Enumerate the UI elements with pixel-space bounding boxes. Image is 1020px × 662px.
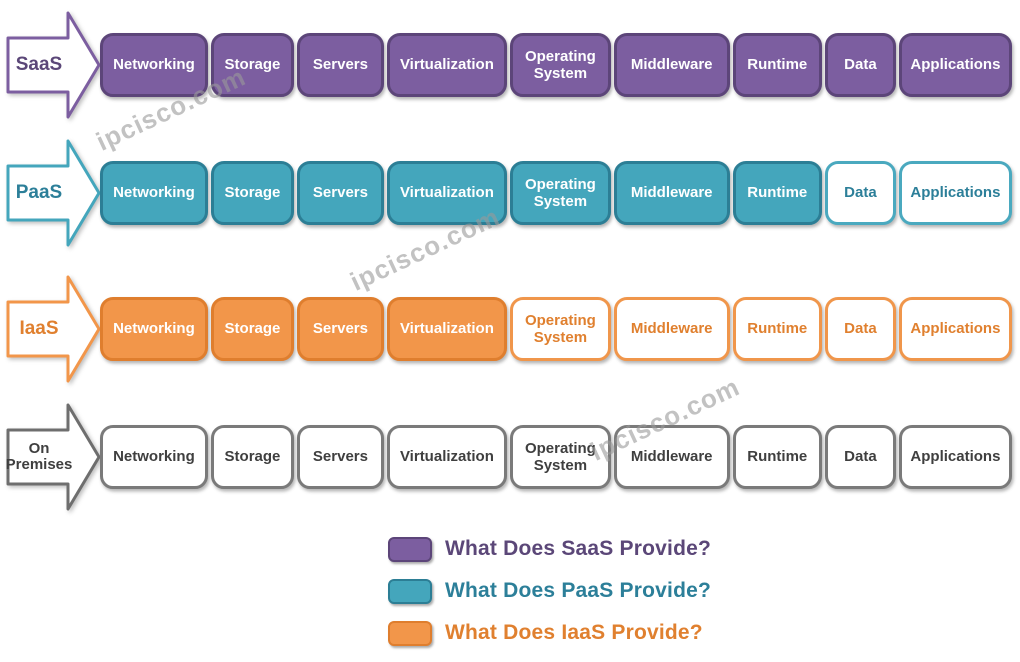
layer-box-paas-networking: Networking (100, 161, 208, 225)
layer-box-saas-networking: Networking (100, 33, 208, 97)
layer-strip-iaas: Networking Storage Servers Virtualization Op… (100, 297, 1012, 361)
layer-box-iaas-operating-system: Operating System (509, 297, 611, 361)
row-onprem: On Premises Networking Storage Servers Virtu… (0, 393, 1020, 521)
layer-box-paas-virtualization: Virtualization (386, 161, 507, 225)
layer-box-iaas-virtualization: Virtualization (386, 297, 507, 361)
layer-box-onprem-operating-system: Operating System (509, 425, 611, 489)
saas-arrow-icon (6, 11, 101, 119)
layer-box-onprem-networking: Networking (100, 425, 208, 489)
legend-swatch-saas (388, 536, 432, 562)
layer-box-iaas-networking: Networking (100, 297, 208, 361)
row-saas: SaaS Networking Storage Servers Virtualizati… (0, 1, 1020, 129)
legend-label-iaas: What Does IaaS Provide? (445, 621, 703, 644)
layer-box-iaas-servers: Servers (297, 297, 384, 361)
legend-label-saas: What Does SaaS Provide? (445, 537, 712, 560)
layer-box-paas-middleware: Middleware (613, 161, 730, 225)
layer-box-saas-data: Data (824, 33, 896, 97)
row-iaas: IaaS Networking Storage Servers Virtualizati… (0, 265, 1020, 393)
layer-box-onprem-virtualization: Virtualization (386, 425, 507, 489)
layer-box-onprem-data: Data (824, 425, 896, 489)
row-label-iaas: IaaS (19, 317, 59, 339)
row-label-onprem: On Premises (5, 439, 73, 473)
layer-box-onprem-servers: Servers (297, 425, 384, 489)
iaas-arrow-icon (6, 275, 101, 383)
layer-box-onprem-storage: Storage (210, 425, 295, 489)
layer-box-saas-applications: Applications (898, 33, 1012, 97)
legend: What Does SaaS Provide? What Does PaaS Pr… (388, 536, 711, 646)
legend-item-saas: What Does SaaS Provide? (388, 536, 711, 562)
layer-box-saas-virtualization: Virtualization (386, 33, 507, 97)
layer-strip-saas: Networking Storage Servers Virtualization Op… (100, 33, 1012, 97)
legend-item-paas: What Does PaaS Provide? (388, 578, 711, 604)
row-label-saas: SaaS (15, 53, 63, 75)
layer-strip-onprem: Networking Storage Servers Virtualization Op… (100, 425, 1012, 489)
layer-box-saas-runtime: Runtime (732, 33, 822, 97)
layer-box-iaas-runtime: Runtime (732, 297, 822, 361)
legend-swatch-iaas (388, 620, 432, 646)
layer-box-saas-middleware: Middleware (613, 33, 730, 97)
layer-box-saas-servers: Servers (297, 33, 384, 97)
layer-box-iaas-storage: Storage (210, 297, 295, 361)
layer-box-onprem-runtime: Runtime (732, 425, 822, 489)
paas-arrow-icon (6, 139, 101, 247)
layer-box-iaas-applications: Applications (898, 297, 1012, 361)
row-paas: PaaS Networking Storage Servers Virtualizati… (0, 129, 1020, 257)
layer-strip-paas: Networking Storage Servers Virtualization Op… (100, 161, 1012, 225)
legend-label-paas: What Does PaaS Provide? (445, 579, 712, 602)
onprem-arrow-icon (6, 403, 101, 511)
layer-box-paas-data: Data (824, 161, 896, 225)
layer-box-iaas-middleware: Middleware (613, 297, 730, 361)
layer-box-saas-storage: Storage (210, 33, 295, 97)
layer-box-paas-servers: Servers (297, 161, 384, 225)
layer-box-saas-operating-system: Operating System (509, 33, 611, 97)
legend-swatch-paas (388, 578, 432, 604)
layer-box-onprem-middleware: Middleware (613, 425, 730, 489)
layer-box-paas-operating-system: Operating System (509, 161, 611, 225)
layer-box-onprem-applications: Applications (898, 425, 1012, 489)
layer-box-paas-storage: Storage (210, 161, 295, 225)
layer-box-paas-runtime: Runtime (732, 161, 822, 225)
row-label-paas: PaaS (15, 181, 63, 203)
legend-item-iaas: What Does IaaS Provide? (388, 620, 711, 646)
layer-box-iaas-data: Data (824, 297, 896, 361)
layer-box-paas-applications: Applications (898, 161, 1012, 225)
